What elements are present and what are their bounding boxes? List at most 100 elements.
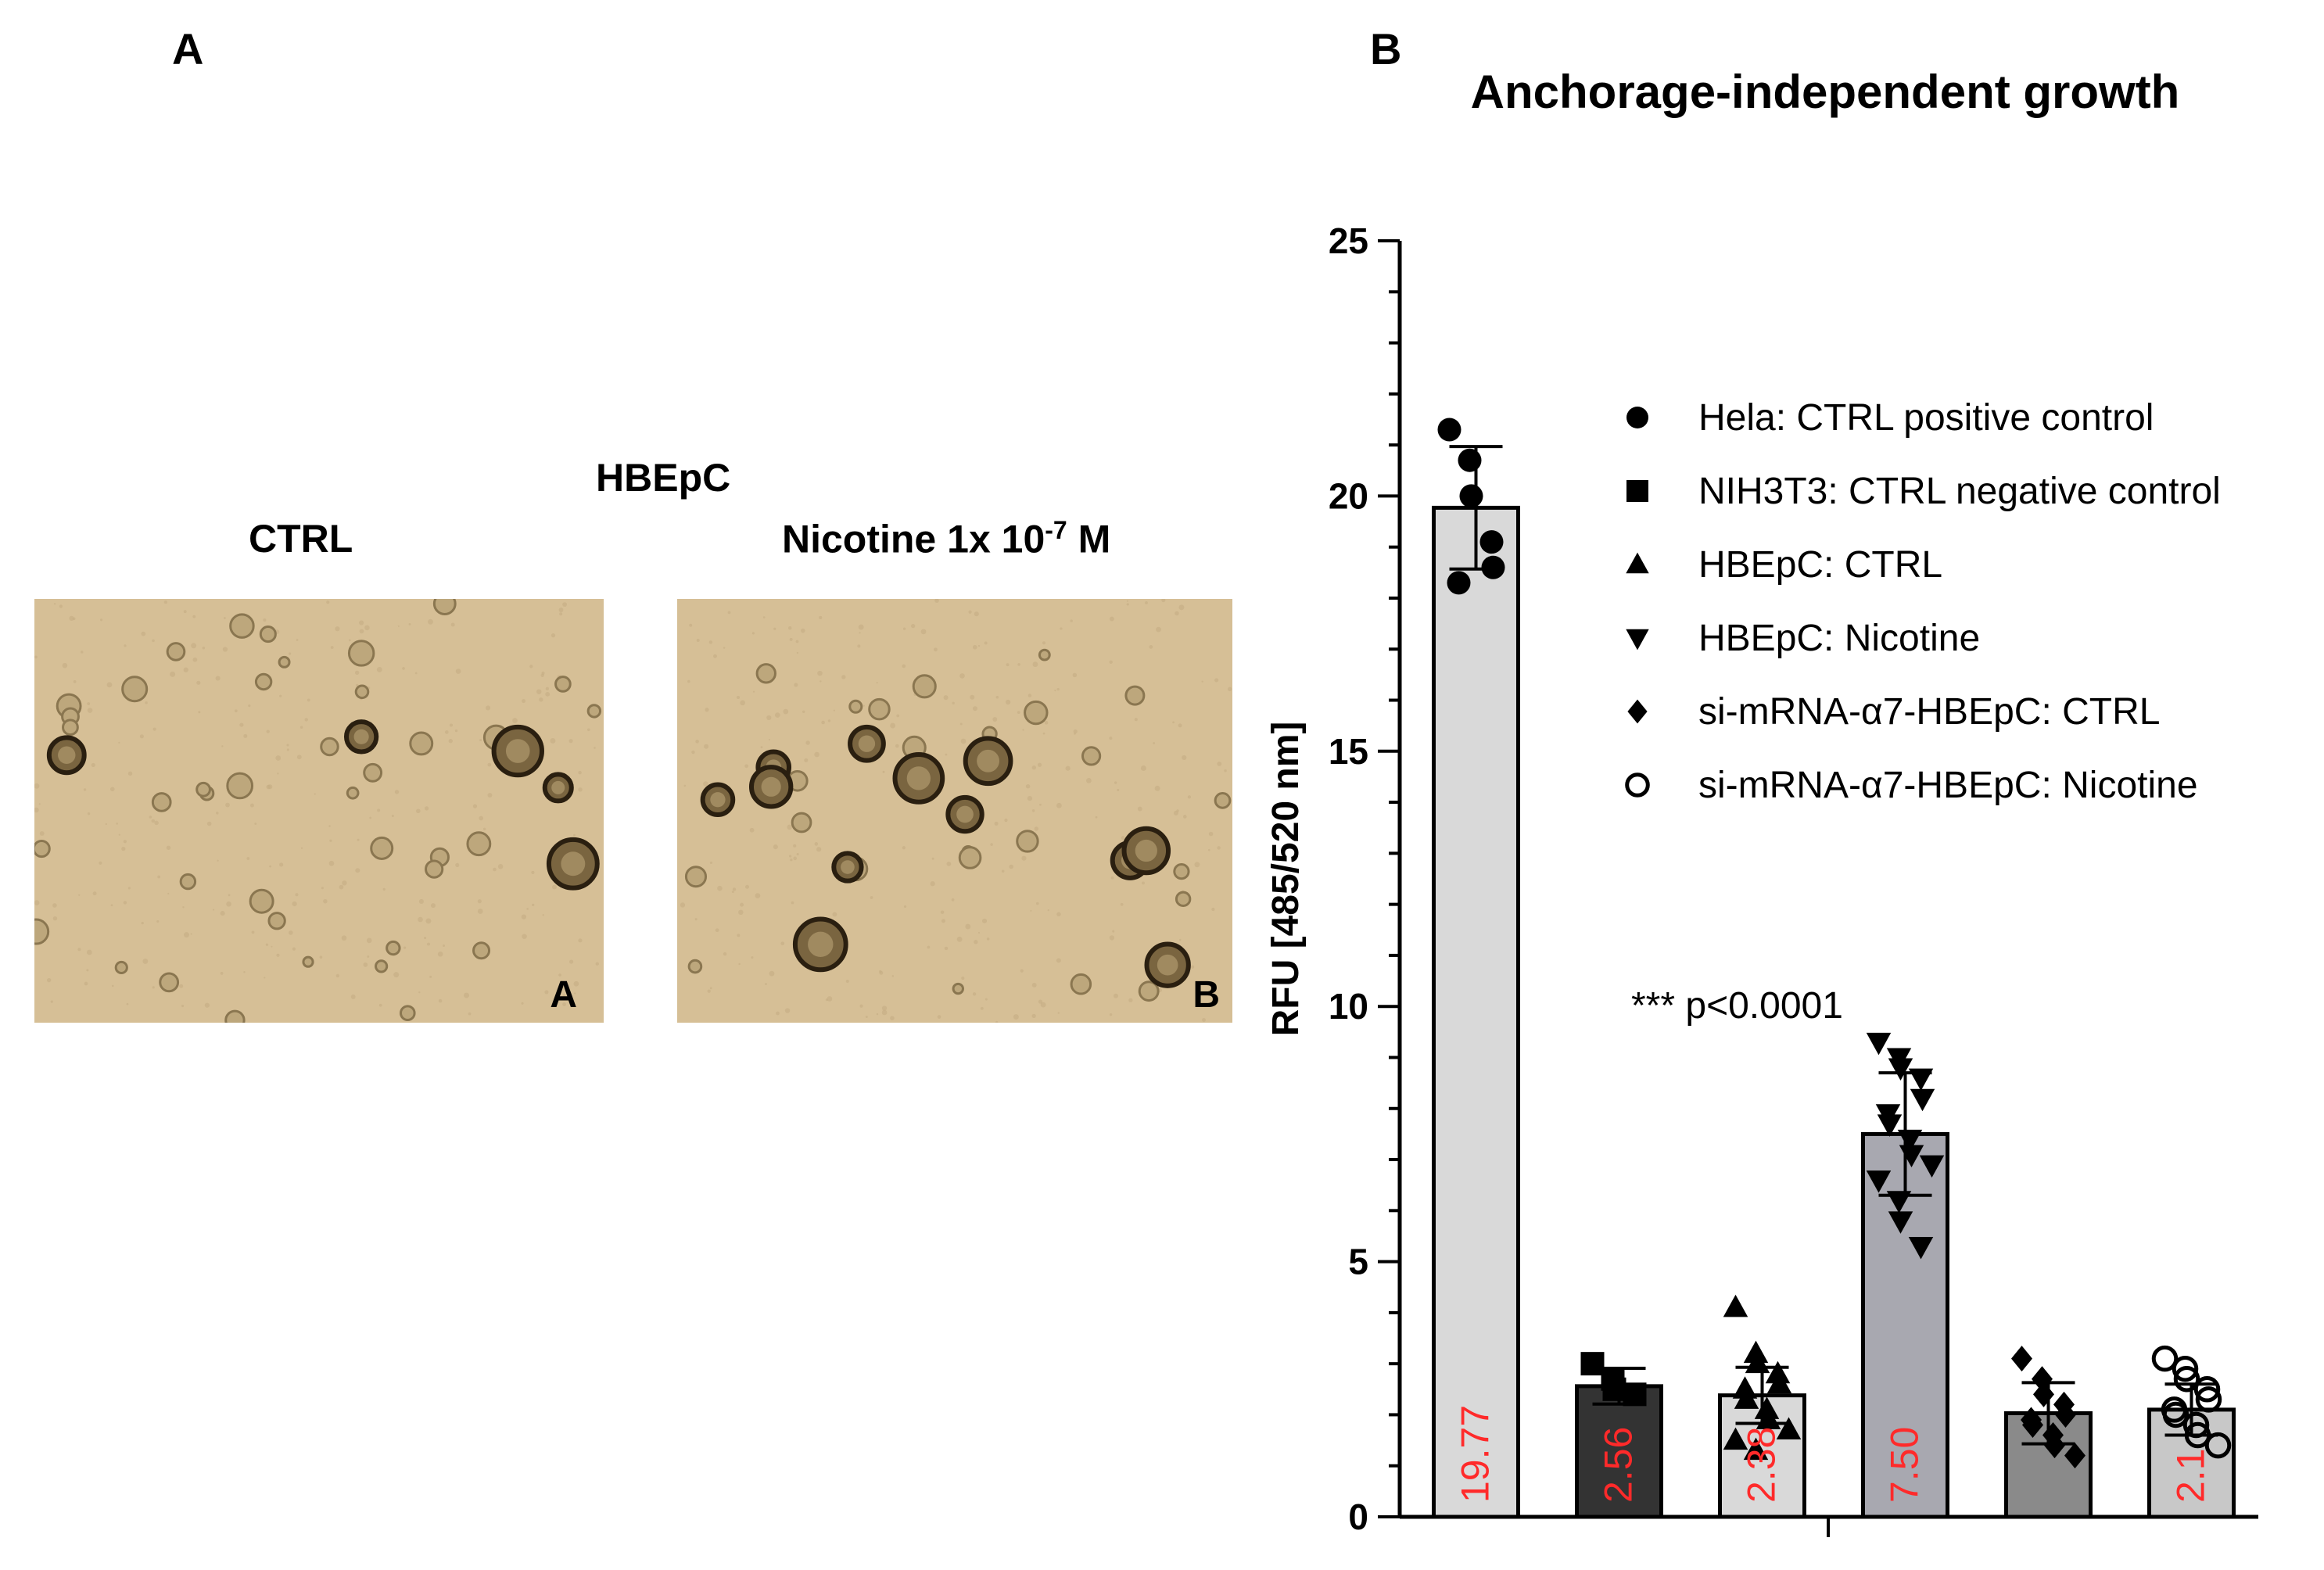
background-speck <box>359 629 364 634</box>
micrograph-nicotine: B <box>677 599 1232 1023</box>
background-speck <box>1211 907 1215 912</box>
background-speck <box>1191 965 1195 969</box>
data-point-diamond <box>2022 1411 2043 1438</box>
background-speck <box>1022 729 1024 731</box>
background-speck <box>266 729 270 733</box>
y-tick-label: 25 <box>1329 220 1368 261</box>
background-speck <box>594 747 596 749</box>
background-speck <box>196 680 201 685</box>
background-speck <box>1202 1018 1206 1022</box>
background-speck <box>793 844 797 848</box>
background-speck <box>34 783 40 789</box>
background-speck <box>1035 901 1039 905</box>
background-speck <box>1031 1013 1036 1018</box>
cell-colony-small <box>1070 973 1092 995</box>
background-speck <box>206 821 212 826</box>
background-speck <box>795 640 799 643</box>
cell-colony-small <box>226 772 254 800</box>
background-speck <box>903 905 907 909</box>
y-axis-label: RFU [485/520 nm] <box>1265 722 1307 1037</box>
cell-colony-small <box>952 982 964 995</box>
background-speck <box>1047 909 1049 912</box>
background-speck <box>568 959 574 964</box>
data-point-triangle-down <box>1908 1237 1934 1260</box>
background-speck <box>814 842 819 846</box>
background-speck <box>980 1006 984 1010</box>
background-speck <box>286 744 289 747</box>
background-speck <box>1056 912 1061 917</box>
background-speck <box>959 673 965 679</box>
background-speck <box>946 862 952 866</box>
background-speck <box>81 651 84 654</box>
background-speck <box>198 711 201 714</box>
background-speck <box>558 973 561 977</box>
legend-entry-label: si-mRNA-α7-HBEpC: CTRL <box>1698 691 2160 733</box>
background-speck <box>72 617 76 621</box>
background-speck <box>833 709 835 712</box>
background-speck <box>497 864 504 869</box>
background-speck <box>727 611 731 615</box>
data-point-triangle-up <box>1756 1407 1781 1429</box>
background-speck <box>226 901 231 907</box>
background-speck <box>1137 806 1142 812</box>
cell-colony-core <box>956 805 974 823</box>
background-speck <box>402 667 405 670</box>
data-point-triangle-up <box>1723 1427 1748 1450</box>
background-speck <box>228 894 231 897</box>
background-speck <box>87 812 91 815</box>
background-speck <box>927 945 931 949</box>
background-speck <box>289 930 293 935</box>
background-speck <box>1134 718 1138 722</box>
background-speck <box>814 751 819 758</box>
cell-colony-core <box>551 780 565 794</box>
cell-colony-small <box>370 836 394 860</box>
background-speck <box>121 847 126 851</box>
background-speck <box>425 918 432 924</box>
background-speck <box>977 931 981 934</box>
background-speck <box>723 647 726 649</box>
background-speck <box>254 823 257 825</box>
background-speck <box>1178 723 1182 728</box>
y-tick-label: 20 <box>1329 475 1368 516</box>
background-speck <box>552 884 557 890</box>
data-point-triangle-down <box>1888 1058 1913 1081</box>
data-point-open-circle <box>2172 1355 2199 1382</box>
data-point-open-circle <box>2182 1411 2210 1439</box>
background-speck <box>239 722 244 727</box>
cell-colony-small <box>278 655 291 669</box>
cell-colony-small <box>1214 792 1232 809</box>
background-speck <box>1027 796 1033 801</box>
background-speck <box>1031 809 1035 812</box>
background-speck <box>416 808 421 814</box>
background-speck <box>749 827 755 833</box>
background-speck <box>418 898 424 905</box>
background-speck <box>99 861 102 865</box>
background-speck <box>39 831 45 836</box>
background-speck <box>149 815 152 819</box>
background-speck <box>468 1012 472 1016</box>
background-speck <box>931 857 934 860</box>
background-speck <box>930 881 935 887</box>
background-speck <box>454 729 458 733</box>
background-speck <box>99 618 103 622</box>
background-speck <box>578 787 583 792</box>
background-speck <box>952 701 955 704</box>
background-speck <box>970 694 975 700</box>
data-point-triangle-down <box>1866 1032 1892 1056</box>
background-speck <box>713 654 717 658</box>
background-speck <box>1060 627 1063 630</box>
cell-colony-small <box>586 704 602 719</box>
background-speck <box>307 698 310 702</box>
background-speck <box>1214 678 1219 683</box>
background-speck <box>444 730 449 734</box>
cell-colony-core <box>353 729 369 744</box>
background-speck <box>920 629 927 635</box>
cell-colony-small <box>302 955 314 968</box>
background-speck <box>52 916 58 921</box>
background-speck <box>183 667 188 672</box>
background-speck <box>1005 699 1011 705</box>
background-speck <box>738 909 744 916</box>
background-speck <box>145 701 148 704</box>
background-speck <box>768 738 770 741</box>
background-speck <box>984 641 988 645</box>
